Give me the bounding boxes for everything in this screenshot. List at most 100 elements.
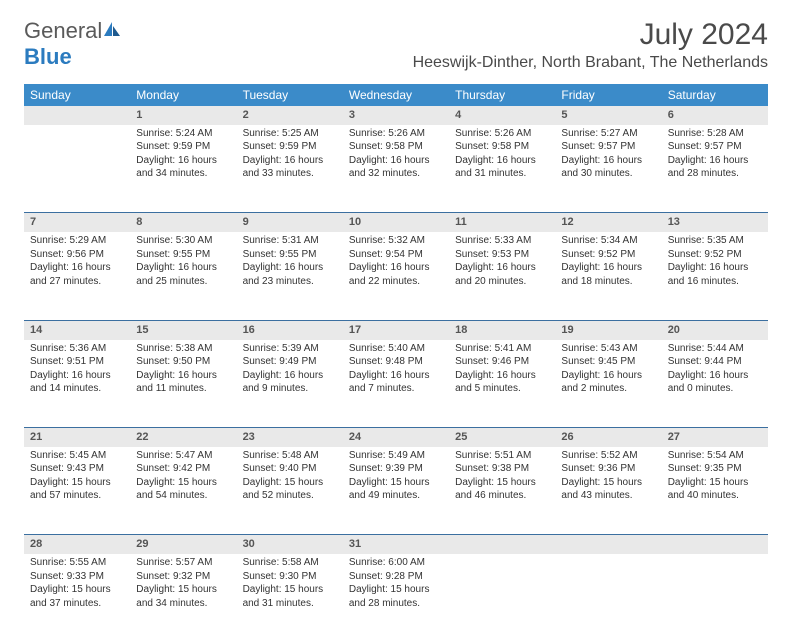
sunset-text: Sunset: 9:58 PM: [349, 140, 443, 154]
day-number-row: 123456: [24, 106, 768, 125]
day-number-cell: 15: [130, 320, 236, 339]
daylight-text: Daylight: 15 hours and 28 minutes.: [349, 583, 443, 610]
weekday-header: Wednesday: [343, 84, 449, 106]
sunset-text: Sunset: 9:57 PM: [668, 140, 762, 154]
day-number-cell: 28: [24, 535, 130, 554]
sunset-text: Sunset: 9:28 PM: [349, 570, 443, 584]
day-number-cell: [449, 535, 555, 554]
day-content-cell: Sunrise: 5:26 AMSunset: 9:58 PMDaylight:…: [343, 125, 449, 213]
day-content-cell: Sunrise: 5:24 AMSunset: 9:59 PMDaylight:…: [130, 125, 236, 213]
day-content-cell: Sunrise: 5:31 AMSunset: 9:55 PMDaylight:…: [237, 232, 343, 320]
day-number-cell: 14: [24, 320, 130, 339]
daylight-text: Daylight: 16 hours and 25 minutes.: [136, 261, 230, 288]
day-content-cell: Sunrise: 5:30 AMSunset: 9:55 PMDaylight:…: [130, 232, 236, 320]
sunset-text: Sunset: 9:44 PM: [668, 355, 762, 369]
day-number-cell: 31: [343, 535, 449, 554]
sunset-text: Sunset: 9:40 PM: [243, 462, 337, 476]
day-number-cell: 11: [449, 213, 555, 232]
daylight-text: Daylight: 16 hours and 20 minutes.: [455, 261, 549, 288]
sunrise-text: Sunrise: 5:27 AM: [561, 127, 655, 141]
brand-part2: Blue: [24, 44, 72, 69]
daylight-text: Daylight: 15 hours and 37 minutes.: [30, 583, 124, 610]
sunset-text: Sunset: 9:39 PM: [349, 462, 443, 476]
sunset-text: Sunset: 9:46 PM: [455, 355, 549, 369]
day-content-cell: Sunrise: 5:47 AMSunset: 9:42 PMDaylight:…: [130, 447, 236, 535]
sunrise-text: Sunrise: 5:34 AM: [561, 234, 655, 248]
sunset-text: Sunset: 9:30 PM: [243, 570, 337, 584]
sunset-text: Sunset: 9:43 PM: [30, 462, 124, 476]
daylight-text: Daylight: 16 hours and 28 minutes.: [668, 154, 762, 181]
daylight-text: Daylight: 16 hours and 0 minutes.: [668, 369, 762, 396]
day-content-cell: Sunrise: 5:55 AMSunset: 9:33 PMDaylight:…: [24, 554, 130, 642]
sunrise-text: Sunrise: 5:47 AM: [136, 449, 230, 463]
daylight-text: Daylight: 16 hours and 34 minutes.: [136, 154, 230, 181]
day-content-cell: Sunrise: 5:48 AMSunset: 9:40 PMDaylight:…: [237, 447, 343, 535]
weekday-header-row: Sunday Monday Tuesday Wednesday Thursday…: [24, 84, 768, 106]
day-content-cell: Sunrise: 5:27 AMSunset: 9:57 PMDaylight:…: [555, 125, 661, 213]
day-content-cell: Sunrise: 5:58 AMSunset: 9:30 PMDaylight:…: [237, 554, 343, 642]
sunset-text: Sunset: 9:57 PM: [561, 140, 655, 154]
weekday-header: Monday: [130, 84, 236, 106]
day-content-cell: Sunrise: 5:32 AMSunset: 9:54 PMDaylight:…: [343, 232, 449, 320]
day-content-cell: [662, 554, 768, 642]
day-content-cell: Sunrise: 5:26 AMSunset: 9:58 PMDaylight:…: [449, 125, 555, 213]
sunrise-text: Sunrise: 5:57 AM: [136, 556, 230, 570]
calendar-body: 123456Sunrise: 5:24 AMSunset: 9:59 PMDay…: [24, 106, 768, 642]
day-number-cell: [555, 535, 661, 554]
sunrise-text: Sunrise: 5:29 AM: [30, 234, 124, 248]
daylight-text: Daylight: 15 hours and 57 minutes.: [30, 476, 124, 503]
sunrise-text: Sunrise: 5:39 AM: [243, 342, 337, 356]
brand-part1: General: [24, 18, 102, 43]
day-content-cell: Sunrise: 5:34 AMSunset: 9:52 PMDaylight:…: [555, 232, 661, 320]
day-number-cell: [662, 535, 768, 554]
daylight-text: Daylight: 16 hours and 33 minutes.: [243, 154, 337, 181]
day-content-cell: Sunrise: 5:45 AMSunset: 9:43 PMDaylight:…: [24, 447, 130, 535]
day-number-row: 14151617181920: [24, 320, 768, 339]
sunrise-text: Sunrise: 5:41 AM: [455, 342, 549, 356]
day-number-row: 28293031: [24, 535, 768, 554]
sunrise-text: Sunrise: 5:31 AM: [243, 234, 337, 248]
day-number-cell: 30: [237, 535, 343, 554]
calendar-table: Sunday Monday Tuesday Wednesday Thursday…: [24, 84, 768, 642]
day-content-cell: Sunrise: 5:54 AMSunset: 9:35 PMDaylight:…: [662, 447, 768, 535]
sunset-text: Sunset: 9:33 PM: [30, 570, 124, 584]
weekday-header: Friday: [555, 84, 661, 106]
day-content-row: Sunrise: 5:24 AMSunset: 9:59 PMDaylight:…: [24, 125, 768, 213]
day-number-cell: 29: [130, 535, 236, 554]
header-right: July 2024 Heeswijk-Dinther, North Braban…: [413, 18, 768, 80]
day-content-cell: Sunrise: 5:35 AMSunset: 9:52 PMDaylight:…: [662, 232, 768, 320]
day-number-cell: 24: [343, 428, 449, 447]
daylight-text: Daylight: 15 hours and 34 minutes.: [136, 583, 230, 610]
sunrise-text: Sunrise: 5:49 AM: [349, 449, 443, 463]
daylight-text: Daylight: 16 hours and 5 minutes.: [455, 369, 549, 396]
sunrise-text: Sunrise: 5:45 AM: [30, 449, 124, 463]
day-content-cell: Sunrise: 5:51 AMSunset: 9:38 PMDaylight:…: [449, 447, 555, 535]
sunset-text: Sunset: 9:48 PM: [349, 355, 443, 369]
sunrise-text: Sunrise: 5:48 AM: [243, 449, 337, 463]
day-number-cell: 6: [662, 106, 768, 125]
sunrise-text: Sunrise: 5:36 AM: [30, 342, 124, 356]
sunrise-text: Sunrise: 5:44 AM: [668, 342, 762, 356]
sunrise-text: Sunrise: 5:28 AM: [668, 127, 762, 141]
daylight-text: Daylight: 15 hours and 31 minutes.: [243, 583, 337, 610]
day-content-cell: Sunrise: 6:00 AMSunset: 9:28 PMDaylight:…: [343, 554, 449, 642]
sunset-text: Sunset: 9:35 PM: [668, 462, 762, 476]
sunrise-text: Sunrise: 5:52 AM: [561, 449, 655, 463]
day-content-cell: Sunrise: 5:39 AMSunset: 9:49 PMDaylight:…: [237, 340, 343, 428]
day-number-cell: 10: [343, 213, 449, 232]
daylight-text: Daylight: 16 hours and 31 minutes.: [455, 154, 549, 181]
sunset-text: Sunset: 9:38 PM: [455, 462, 549, 476]
location-text: Heeswijk-Dinther, North Brabant, The Net…: [413, 54, 768, 72]
day-content-row: Sunrise: 5:29 AMSunset: 9:56 PMDaylight:…: [24, 232, 768, 320]
day-content-cell: Sunrise: 5:28 AMSunset: 9:57 PMDaylight:…: [662, 125, 768, 213]
weekday-header: Tuesday: [237, 84, 343, 106]
day-content-cell: [555, 554, 661, 642]
daylight-text: Daylight: 15 hours and 49 minutes.: [349, 476, 443, 503]
sunset-text: Sunset: 9:54 PM: [349, 248, 443, 262]
day-content-row: Sunrise: 5:55 AMSunset: 9:33 PMDaylight:…: [24, 554, 768, 642]
day-number-cell: 20: [662, 320, 768, 339]
sunset-text: Sunset: 9:45 PM: [561, 355, 655, 369]
daylight-text: Daylight: 16 hours and 2 minutes.: [561, 369, 655, 396]
daylight-text: Daylight: 15 hours and 54 minutes.: [136, 476, 230, 503]
day-number-cell: 5: [555, 106, 661, 125]
